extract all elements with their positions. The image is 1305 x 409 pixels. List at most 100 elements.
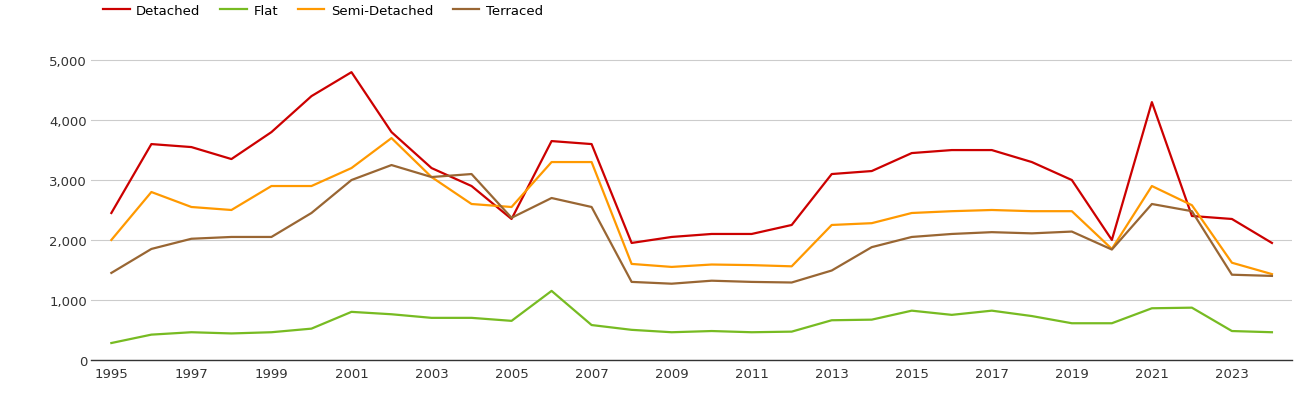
Terraced	[144, 247, 159, 252]
Terraced	[744, 280, 760, 285]
Semi-Detached	[384, 136, 399, 141]
Semi-Detached	[864, 221, 880, 226]
Detached	[703, 232, 719, 237]
Detached	[1265, 241, 1280, 246]
Flat	[944, 312, 959, 317]
Semi-Detached	[1144, 184, 1160, 189]
Terraced	[1104, 247, 1120, 252]
Terraced	[343, 178, 359, 183]
Semi-Detached	[1104, 247, 1120, 252]
Detached	[264, 130, 279, 135]
Terraced	[864, 245, 880, 250]
Detached	[664, 235, 680, 240]
Flat	[144, 333, 159, 337]
Semi-Detached	[144, 190, 159, 195]
Semi-Detached	[1024, 209, 1040, 214]
Terraced	[544, 196, 560, 201]
Detached	[744, 232, 760, 237]
Detached	[1184, 214, 1199, 219]
Flat	[1024, 314, 1040, 319]
Detached	[343, 70, 359, 75]
Flat	[343, 310, 359, 315]
Semi-Detached	[504, 205, 519, 210]
Terraced	[1064, 229, 1079, 234]
Detached	[864, 169, 880, 174]
Semi-Detached	[1184, 203, 1199, 208]
Detached	[223, 157, 239, 162]
Detached	[1064, 178, 1079, 183]
Flat	[184, 330, 200, 335]
Flat	[384, 312, 399, 317]
Flat	[1184, 306, 1199, 310]
Flat	[664, 330, 680, 335]
Terraced	[384, 163, 399, 168]
Detached	[424, 166, 440, 171]
Terraced	[424, 175, 440, 180]
Semi-Detached	[744, 263, 760, 268]
Semi-Detached	[264, 184, 279, 189]
Flat	[864, 317, 880, 322]
Flat	[583, 323, 599, 328]
Semi-Detached	[904, 211, 920, 216]
Detached	[384, 130, 399, 135]
Detached	[544, 139, 560, 144]
Line: Detached: Detached	[111, 73, 1272, 243]
Detached	[624, 241, 639, 246]
Terraced	[184, 237, 200, 242]
Flat	[784, 329, 800, 334]
Terraced	[463, 172, 479, 177]
Detached	[583, 142, 599, 147]
Flat	[624, 328, 639, 333]
Terraced	[304, 211, 320, 216]
Terraced	[944, 232, 959, 237]
Terraced	[504, 216, 519, 221]
Terraced	[1224, 272, 1240, 277]
Flat	[264, 330, 279, 335]
Flat	[744, 330, 760, 335]
Semi-Detached	[343, 166, 359, 171]
Flat	[904, 308, 920, 313]
Semi-Detached	[624, 262, 639, 267]
Detached	[304, 94, 320, 99]
Detached	[1144, 101, 1160, 106]
Line: Semi-Detached: Semi-Detached	[111, 139, 1272, 274]
Detached	[1224, 217, 1240, 222]
Flat	[544, 289, 560, 294]
Detached	[1024, 160, 1040, 165]
Semi-Detached	[424, 175, 440, 180]
Detached	[144, 142, 159, 147]
Semi-Detached	[184, 205, 200, 210]
Semi-Detached	[703, 263, 719, 267]
Flat	[304, 326, 320, 331]
Semi-Detached	[304, 184, 320, 189]
Terraced	[1144, 202, 1160, 207]
Flat	[504, 319, 519, 324]
Semi-Detached	[784, 264, 800, 269]
Semi-Detached	[1265, 272, 1280, 277]
Terraced	[264, 235, 279, 240]
Semi-Detached	[984, 208, 1000, 213]
Semi-Detached	[463, 202, 479, 207]
Flat	[703, 329, 719, 334]
Semi-Detached	[944, 209, 959, 214]
Semi-Detached	[1064, 209, 1079, 214]
Flat	[984, 308, 1000, 313]
Semi-Detached	[223, 208, 239, 213]
Flat	[103, 341, 119, 346]
Flat	[223, 331, 239, 336]
Semi-Detached	[544, 160, 560, 165]
Legend: Detached, Flat, Semi-Detached, Terraced: Detached, Flat, Semi-Detached, Terraced	[98, 0, 548, 23]
Terraced	[583, 205, 599, 210]
Flat	[823, 318, 839, 323]
Detached	[904, 151, 920, 156]
Semi-Detached	[583, 160, 599, 165]
Detached	[823, 172, 839, 177]
Detached	[1104, 238, 1120, 243]
Detached	[504, 217, 519, 222]
Semi-Detached	[823, 223, 839, 228]
Detached	[784, 223, 800, 228]
Terraced	[784, 280, 800, 285]
Detached	[184, 145, 200, 150]
Line: Terraced: Terraced	[111, 166, 1272, 284]
Terraced	[904, 235, 920, 240]
